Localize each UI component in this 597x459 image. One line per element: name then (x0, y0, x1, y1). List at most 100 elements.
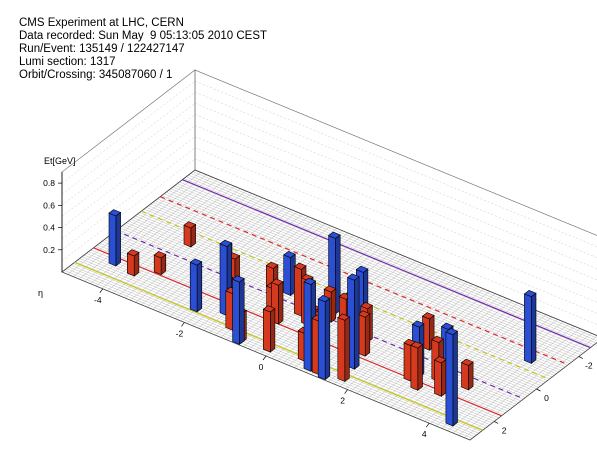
info-experiment: CMS Experiment at LHC, CERN (19, 17, 184, 29)
tower-face-front (183, 224, 192, 248)
floor-border (61, 169, 597, 441)
tower-face-top (183, 221, 197, 229)
tower-face-front (445, 331, 454, 427)
floor-gridline-phi (170, 188, 579, 357)
z-tick-label: 0.8 (43, 178, 55, 188)
tower-face-right (530, 292, 537, 365)
left-wall (61, 69, 196, 273)
wall-gridline (61, 125, 597, 292)
tower-face-right (324, 297, 331, 381)
eta-axis-label: η (38, 288, 43, 298)
floor-gridline-phi (79, 258, 488, 427)
tower-face-top (262, 305, 276, 313)
phi-tick-mark (493, 421, 499, 424)
tower-face-right (196, 261, 203, 313)
tower-face-right (269, 307, 276, 353)
tower-face-top (317, 295, 331, 303)
axis-ticks: 0.2 0.4 0.6 0.8 -4 -2 0 2 4 2 0 -2 (43, 172, 593, 439)
tower-bar (108, 209, 122, 267)
tower-face-right (133, 251, 140, 277)
floor-gridline-phi (68, 266, 477, 436)
floor-gridline-phi (75, 261, 484, 430)
eta-tick-mark (344, 389, 348, 394)
tower-face-front (108, 212, 117, 267)
floor-gridline-phi (179, 181, 588, 351)
eta-tick-label: 4 (422, 429, 427, 439)
tower-face-right (278, 281, 284, 325)
eta-tick-mark (99, 288, 104, 294)
tower-bar (460, 358, 474, 391)
eta-tick-mark (262, 355, 267, 361)
tower-face-front (317, 298, 326, 381)
tower-face-top (232, 275, 245, 283)
floor-gridline-phi (174, 185, 584, 354)
tower-bar (357, 310, 371, 357)
floor-gridline-phi (168, 190, 577, 359)
tower-face-right (354, 276, 360, 370)
tower-face-right (239, 277, 245, 345)
floor-gridline-phi (77, 259, 486, 429)
tower-face-front (524, 293, 532, 364)
tower-bar (410, 341, 424, 391)
tower-face-front (189, 261, 198, 313)
floor-gridline-phi (192, 171, 597, 339)
tower-face-top (355, 265, 369, 273)
floor-gridline-phi (183, 178, 592, 347)
tower-face-top (153, 251, 167, 259)
tower-bar (433, 356, 447, 397)
tower-face-front (403, 342, 412, 382)
tower-face-front (232, 278, 240, 345)
z-axis-label: Et[GeV] (44, 156, 76, 166)
tower-face-top (440, 322, 454, 330)
tower-bar (153, 251, 167, 276)
eta-tick-label: -4 (94, 295, 102, 305)
tower-face-front (153, 254, 162, 276)
tower-bar (126, 249, 140, 277)
tower-face-right (417, 343, 423, 391)
eta-tick-label: 2 (340, 396, 345, 406)
floor-gridline-phi (66, 268, 475, 437)
tower-face-top (445, 328, 459, 336)
towers (108, 209, 537, 427)
tower-bar (337, 313, 350, 383)
wall-gridline (61, 91, 597, 258)
tower-bar (283, 250, 296, 297)
tower-face-right (441, 358, 447, 397)
tower-face-top (460, 358, 474, 366)
tower-face-top (337, 313, 350, 321)
tower-face-front (283, 254, 291, 296)
tower-face-top (270, 278, 284, 286)
tower-bar (523, 289, 537, 365)
tower-bar (445, 328, 459, 427)
tower-bar (317, 295, 331, 381)
tower-bar (262, 305, 276, 353)
tower-face-front (225, 290, 233, 331)
tower-face-top (360, 302, 373, 310)
floor-gridline-phi (73, 263, 482, 432)
wall-gridline (61, 136, 597, 303)
phi-line (182, 179, 591, 349)
tower-face-front (337, 317, 346, 382)
tower-face-top (303, 277, 317, 285)
tower-face-right (452, 330, 458, 427)
floor-gridline-phi (64, 270, 473, 439)
tower-face-top (219, 239, 233, 247)
tower-face-top (108, 209, 122, 217)
z-tick-label: 0.2 (43, 245, 55, 255)
phi-line (74, 261, 483, 431)
tower-bar (232, 275, 245, 345)
floor-gridline-phi (88, 251, 497, 420)
tower-face-top (323, 285, 337, 293)
tower-face-right (344, 316, 350, 383)
tower-face-top (293, 262, 307, 270)
floor-gridline-phi (181, 180, 590, 349)
tower-face-right (364, 313, 371, 357)
event-info: CMS Experiment at LHC, CERN Data recorde… (19, 17, 267, 82)
tower-bar (270, 278, 284, 325)
tower-face-top (357, 310, 371, 318)
tower-face-top (431, 335, 444, 343)
tower-bar (189, 258, 203, 313)
tower-face-top (411, 320, 425, 328)
tower-face-right (468, 361, 474, 391)
tower-face-front (434, 359, 442, 397)
